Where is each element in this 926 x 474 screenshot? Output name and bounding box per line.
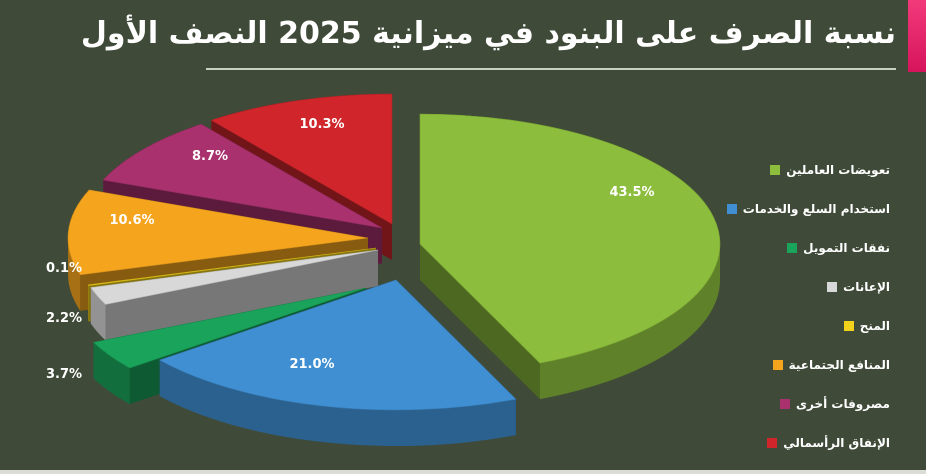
pie-slice-side	[539, 244, 720, 400]
title-underline	[206, 68, 896, 70]
legend-label: نفقات التمويل	[803, 241, 890, 255]
pie-slice-wall	[420, 244, 540, 400]
pie-data-label: 21.0%	[289, 357, 334, 372]
legend-swatch	[827, 282, 838, 292]
legend-swatch	[779, 399, 790, 409]
pie-data-label: 3.7%	[46, 367, 82, 382]
legend-item: الإعانات	[720, 277, 890, 297]
pie-slice-side	[88, 284, 89, 322]
pie-slice-7	[210, 93, 393, 225]
legend-item: المنافع الجتماعية	[720, 355, 890, 375]
legend-swatch	[787, 243, 798, 253]
pie-data-label: 8.7%	[192, 149, 228, 164]
pie-slice-3	[90, 249, 379, 305]
title-accent-bar	[908, 0, 926, 72]
legend-swatch	[770, 165, 781, 175]
pie-slice-4	[87, 247, 377, 286]
legend-item: الإنفاق الرأسمالي	[720, 433, 890, 453]
pie-data-label: 0.1%	[46, 261, 82, 276]
pie-data-label: 2.2%	[46, 311, 82, 326]
legend-label: الإعانات	[843, 280, 890, 294]
legend-item: استخدام السلع والخدمات	[720, 199, 890, 219]
pie-slice-side	[159, 360, 516, 447]
pie-data-label: 43.5%	[609, 185, 654, 200]
pie-slice-6	[102, 123, 383, 229]
legend-item: تعويضات العاملين	[720, 160, 890, 180]
pie-data-label: 10.3%	[299, 117, 344, 132]
pie-slice-side	[93, 342, 130, 405]
legend-swatch	[726, 204, 737, 214]
legend-label: المنح	[859, 319, 890, 333]
legend-label: الإنفاق الرأسمالي	[783, 436, 890, 450]
legend-item: مصروفات أخرى	[720, 394, 890, 414]
legend-item: نفقات التمويل	[720, 238, 890, 258]
pie-slice-side	[68, 238, 81, 311]
legend-label: المنافع الجتماعية	[788, 358, 890, 372]
legend-swatch	[767, 438, 778, 448]
pie-slice-wall	[105, 250, 379, 341]
pie-slice-1	[158, 279, 517, 411]
legend-swatch	[772, 360, 783, 370]
legend-label: تعويضات العاملين	[786, 163, 890, 177]
pie-slice-2	[92, 287, 367, 369]
legend-label: مصروفات أخرى	[795, 397, 890, 411]
pie-slice-0	[419, 113, 721, 364]
pie-data-label: 10.6%	[109, 213, 154, 228]
chart-title: نسبة الصرف على البنود في ميزانية 2025 ال…	[80, 16, 896, 51]
legend-label: استخدام السلع والخدمات	[742, 202, 890, 216]
pie-slice-5	[67, 189, 369, 276]
legend-item: المنح	[720, 316, 890, 336]
legend-swatch	[843, 321, 854, 331]
